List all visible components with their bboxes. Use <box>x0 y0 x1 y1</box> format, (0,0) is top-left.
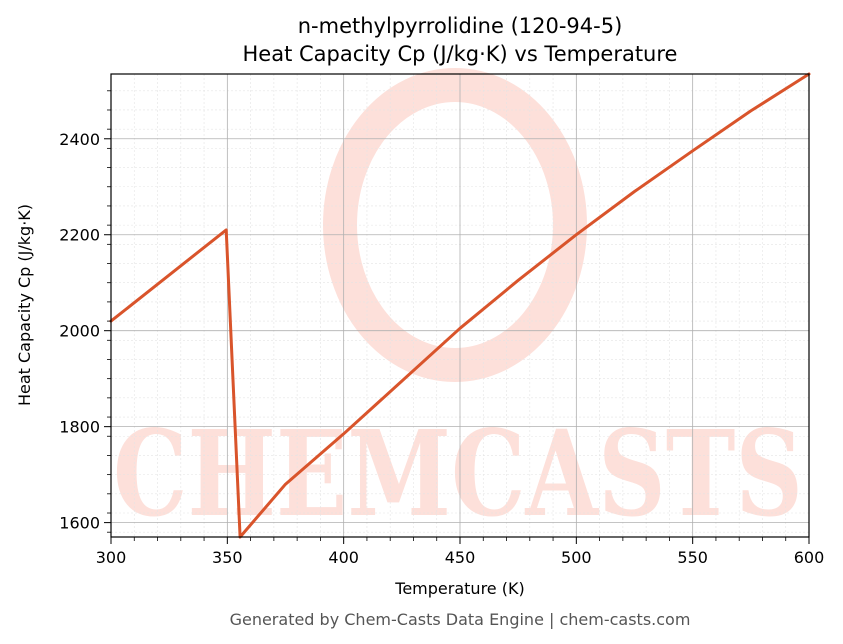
y-axis-label: Heat Capacity Cp (J/kg·K) <box>15 204 34 406</box>
y-tick-label: 2000 <box>59 322 100 341</box>
y-tick-label: 2200 <box>59 226 100 245</box>
x-tick-label: 300 <box>96 548 127 567</box>
y-tick-label: 2400 <box>59 130 100 149</box>
axis-ticks: 300 350 400 450 500 550 600 1600 1800 2000 2200 240… <box>59 90 825 567</box>
y-tick-label: 1800 <box>59 418 100 437</box>
x-tick-label: 450 <box>445 548 476 567</box>
x-tick-label: 600 <box>794 548 825 567</box>
x-tick-label: 350 <box>212 548 243 567</box>
chart-title: n-methylpyrrolidine (120-94-5) <box>298 14 623 38</box>
x-tick-label: 400 <box>328 548 359 567</box>
y-tick-label: 1600 <box>59 514 100 533</box>
x-axis-label: Temperature (K) <box>394 579 524 598</box>
footer-credit: Generated by Chem-Casts Data Engine | ch… <box>230 610 691 629</box>
watermark-logo: CHEMCASTS <box>113 68 803 543</box>
chart-subtitle: Heat Capacity Cp (J/kg·K) vs Temperature <box>243 42 678 66</box>
x-tick-label: 550 <box>677 548 708 567</box>
watermark-text: CHEMCASTS <box>113 404 803 543</box>
x-tick-label: 500 <box>561 548 592 567</box>
